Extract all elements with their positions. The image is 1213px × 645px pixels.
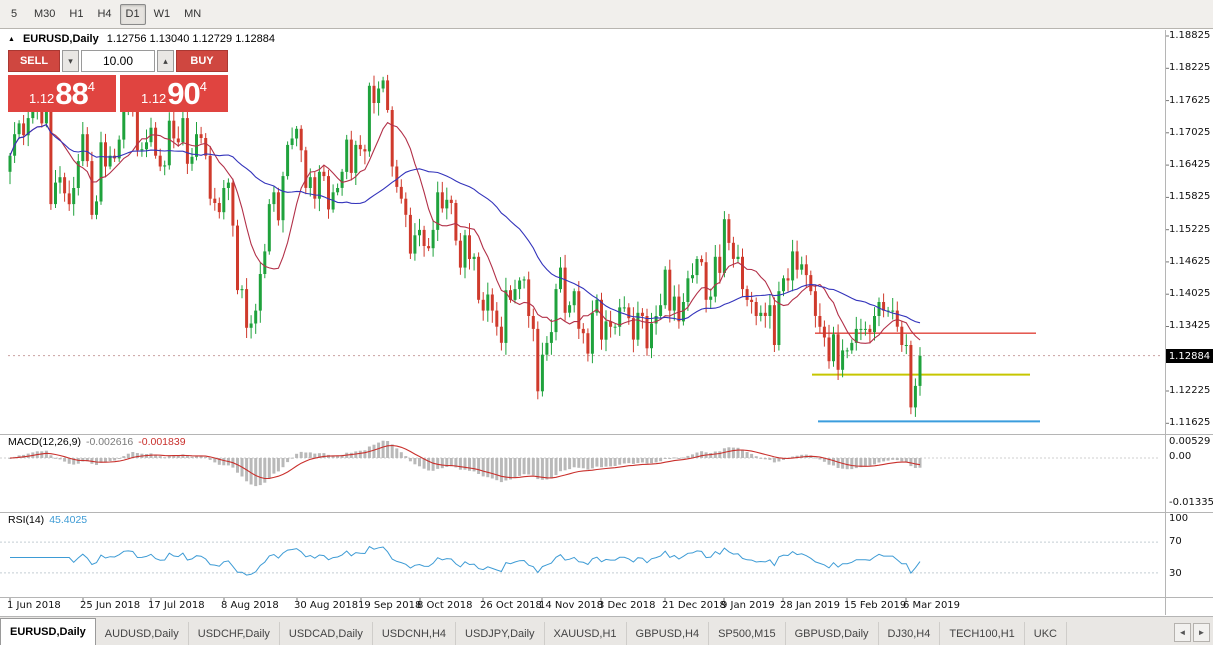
date-axis-divider <box>0 597 1213 598</box>
timeframe-button-h1[interactable]: H1 <box>69 8 84 20</box>
date-axis-label: 9 Jan 2019 <box>721 600 775 611</box>
price-axis-label: 1.13425 <box>1169 320 1211 331</box>
current-price-tag: 1.12884 <box>1166 349 1213 363</box>
tab-scroll-left-button[interactable]: ◄ <box>1174 623 1191 642</box>
symbol-tab-gbpusd-h4[interactable]: GBPUSD,H4 <box>627 622 710 645</box>
ma-fast-line[interactable] <box>9 121 921 344</box>
buy-button[interactable]: BUY <box>176 50 228 72</box>
timeframe-button-m30[interactable]: M30 <box>34 8 56 20</box>
date-axis-label: 1 Jun 2018 <box>7 600 61 611</box>
symbol-tab-dj30-h4[interactable]: DJ30,H4 <box>879 622 941 645</box>
date-axis-label: 25 Jun 2018 <box>80 600 141 611</box>
macd-axis-label: 0.00529 <box>1169 436 1211 447</box>
price-axis-label: 1.14025 <box>1169 288 1211 299</box>
price-axis-label: 1.11625 <box>1169 417 1211 428</box>
price-axis-label: 1.18225 <box>1169 62 1211 73</box>
symbol-tab-eurusd-daily[interactable]: EURUSD,Daily <box>0 618 96 645</box>
macd-signal-value: -0.001839 <box>138 436 186 448</box>
volume-increase-button[interactable]: ▴ <box>157 50 174 72</box>
bid-price-big-digits: 88 <box>55 76 88 111</box>
price-axis-label: 1.14625 <box>1169 256 1211 267</box>
ask-price-big-digits: 90 <box>167 76 200 111</box>
date-axis-label: 15 Feb 2019 <box>844 600 907 611</box>
symbol-tab-tech100-h1[interactable]: TECH100,H1 <box>940 622 1025 645</box>
rsi-panel-divider[interactable] <box>0 512 1213 513</box>
chart-ohlc-values: 1.12756 1.13040 1.12729 1.12884 <box>106 33 275 45</box>
price-axis-label: 1.18825 <box>1169 30 1211 41</box>
symbol-tab-audusd-daily[interactable]: AUDUSD,Daily <box>96 622 189 645</box>
chart-symbol-label: EURUSD,Daily <box>22 33 99 45</box>
date-axis-label: 8 Oct 2018 <box>417 600 473 611</box>
volume-decrease-button[interactable]: ▾ <box>62 50 79 72</box>
timeframe-toolbar: 5 M30 H1 H4 D1 W1 MN <box>0 0 1213 29</box>
price-axis-divider <box>1165 30 1166 615</box>
timeframe-button-mn[interactable]: MN <box>184 8 202 20</box>
date-axis-label: 28 Jan 2019 <box>780 600 840 611</box>
date-axis-label: 26 Oct 2018 <box>480 600 542 611</box>
tab-scroll-right-button[interactable]: ► <box>1193 623 1210 642</box>
price-axis-label: 1.15825 <box>1169 191 1211 202</box>
symbol-tab-usdchf-daily[interactable]: USDCHF,Daily <box>189 622 280 645</box>
tab-scroll-controls: ◄ ► <box>1171 623 1213 645</box>
ma-slow-line[interactable] <box>9 123 921 324</box>
symbol-tabbar: EURUSD,Daily AUDUSD,Daily USDCHF,Daily USDC… <box>0 616 1213 645</box>
symbol-tab-sp500-m15[interactable]: SP500,M15 <box>709 622 786 645</box>
symbol-tab-usdcad-daily[interactable]: USDCAD,Daily <box>280 622 373 645</box>
rsi-axis-label: 100 <box>1169 513 1189 524</box>
date-axis-label: 8 Aug 2018 <box>221 600 279 611</box>
macd-header: MACD(12,26,9) -0.002616 -0.001839 <box>8 436 191 448</box>
macd-main-value: -0.002616 <box>85 436 134 448</box>
price-axis-label: 1.17625 <box>1169 95 1211 106</box>
volume-input[interactable] <box>81 50 155 72</box>
symbol-tab-usdcnh-h4[interactable]: USDCNH,H4 <box>373 622 457 645</box>
price-axis-label: 1.16425 <box>1169 159 1211 170</box>
rsi-header: RSI(14) 45.4025 <box>8 514 92 526</box>
date-axis-label: 3 Dec 2018 <box>598 600 656 611</box>
price-axis-label: 1.17025 <box>1169 127 1211 138</box>
rsi-axis-label: 70 <box>1169 536 1182 547</box>
timeframe-button-h4[interactable]: H4 <box>97 8 112 20</box>
macd-axis-label: 0.00 <box>1169 451 1192 462</box>
macd-name-label: MACD(12,26,9) <box>8 436 81 448</box>
date-axis-label: 30 Aug 2018 <box>294 600 359 611</box>
bid-price-box[interactable]: 1.12 88 4 <box>8 75 116 112</box>
macd-panel-divider[interactable] <box>0 434 1213 435</box>
rsi-value: 45.4025 <box>49 514 88 526</box>
price-axis-label: 1.15225 <box>1169 224 1211 235</box>
symbol-tab-usdjpy-daily[interactable]: USDJPY,Daily <box>456 622 545 645</box>
ask-price-prefix: 1.12 <box>140 91 167 106</box>
date-axis-label: 21 Dec 2018 <box>662 600 726 611</box>
symbol-tab-xauusd-h1[interactable]: XAUUSD,H1 <box>545 622 627 645</box>
timeframe-button-5[interactable]: 5 <box>10 8 18 20</box>
rsi-axis-label: 30 <box>1169 568 1182 579</box>
chart-header: ▲ EURUSD,Daily 1.12756 1.13040 1.12729 1… <box>8 33 275 45</box>
ask-price-box[interactable]: 1.12 90 4 <box>120 75 228 112</box>
bid-price-prefix: 1.12 <box>28 91 55 106</box>
date-axis-label: 14 Nov 2018 <box>539 600 604 611</box>
symbol-marker-icon: ▲ <box>8 35 15 43</box>
macd-axis-label: -0.01335 <box>1169 497 1213 508</box>
sell-button[interactable]: SELL <box>8 50 60 72</box>
symbol-tab-gbpusd-daily[interactable]: GBPUSD,Daily <box>786 622 879 645</box>
date-axis-label: 17 Jul 2018 <box>148 600 205 611</box>
rsi-line <box>10 545 921 576</box>
ask-price-pip-digit: 4 <box>199 79 208 94</box>
timeframe-button-d1[interactable]: D1 <box>119 3 146 25</box>
timeframe-button-w1[interactable]: W1 <box>153 8 171 20</box>
date-axis-label: 19 Sep 2018 <box>358 600 422 611</box>
bid-price-pip-digit: 4 <box>87 79 96 94</box>
price-axis-label: 1.12225 <box>1169 385 1211 396</box>
macd-signal-line <box>9 444 921 480</box>
symbol-tab-ukc[interactable]: UKC <box>1025 622 1067 645</box>
date-axis-label: 6 Mar 2019 <box>903 600 961 611</box>
rsi-name-label: RSI(14) <box>8 514 45 526</box>
